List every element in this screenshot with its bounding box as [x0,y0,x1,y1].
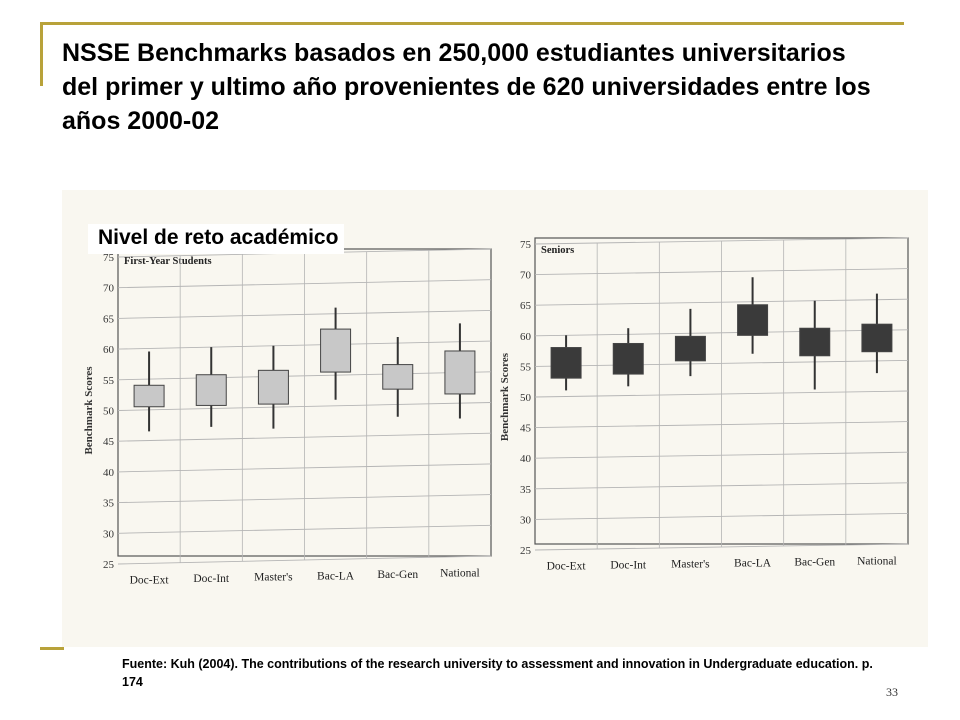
panel-2-box [737,304,769,336]
panel-1-y-tick-label: 25 [103,559,115,571]
panel-1-x-category-label: Doc-Ext [130,574,170,586]
panel-1-y-tick-label: 45 [103,436,115,448]
panel-1-box [133,384,165,408]
panel-1-box [257,369,289,405]
panel-1-x-category-label: Master's [254,572,293,584]
panel-2-box [861,323,893,353]
panel-2-box [612,342,644,375]
panel-2-y-axis-label: Benchmark Scores [499,352,511,441]
panel-2-y-tick-label: 65 [520,300,532,312]
chart-scan-area: 25 30 35 40 45 50 55 60 65 70 75 Benchmark Scores Fi… [62,190,928,647]
panel-1-y-axis-label: Benchmark Scores [83,366,95,455]
panel-1-x-category-label: Bac-LA [317,570,355,582]
panel-1-y-tick-label: 75 [103,252,115,264]
panel-1-box [320,328,352,373]
panel-1-box [195,374,227,406]
panel-2-y-tick-label: 45 [520,423,532,435]
panel-2-x-category-label: Doc-Ext [547,561,587,573]
panel-2-x-category-label: National [857,556,897,568]
panel-2-x-category-label: Doc-Int [610,560,647,572]
panel-2-x-category-label: Bac-Gen [794,557,835,569]
panel-2-y-tick-label: 25 [520,545,532,557]
title-accent-line [40,22,904,25]
panel-1-y-tick-label: 70 [103,283,115,295]
page-number: 33 [886,685,898,699]
panel-2-box [550,347,582,379]
panel-1-box [444,350,476,395]
panel-2-y-tick-label: 60 [520,331,532,343]
panel-2-y-tick-label: 70 [520,270,532,282]
panel-2-title: Seniors [541,245,574,256]
panel-1-y-tick-label: 55 [103,375,115,387]
panel-2-x-category-label: Bac-LA [734,558,772,570]
panel-1-y-tick-label: 35 [103,498,115,510]
panel-1-y-tick-label: 50 [103,406,115,418]
panel-2-x-category-label: Master's [671,559,710,571]
panel-2-y-tick-label: 75 [520,239,532,251]
chart-overlay-label: Nivel de reto académico [88,224,345,254]
panel-2-box [799,327,831,357]
panel-2-y-tick-label: 40 [520,453,532,465]
title-accent-bar [40,22,43,86]
panel-1-y-tick-label: 60 [103,344,115,356]
footer-accent-line [40,647,64,650]
slide-title: NSSE Benchmarks basados en 250,000 estud… [62,39,871,135]
source-citation: Fuente: Kuh (2004). The contributions of… [122,657,873,689]
panel-1-x-category-label: National [440,568,480,580]
panel-2-y-tick-label: 50 [520,392,532,404]
box-plot-figure: 25 30 35 40 45 50 55 60 65 70 75 Benchmark Scores Fi… [83,237,909,586]
panel-2-y-tick-label: 35 [520,484,532,496]
panel-1-x-category-label: Bac-Gen [377,569,418,581]
panel-1-y-tick-label: 65 [103,313,115,325]
panel-1-box [382,364,414,390]
panel-2-y-tick-label: 55 [520,361,532,373]
panel-1-y-tick-label: 30 [103,528,115,540]
panel-2-box [674,335,706,362]
panel-1-x-category-label: Doc-Int [193,573,230,585]
panel-1-y-tick-label: 40 [103,467,115,479]
panel-1-title: First-Year Students [124,256,212,267]
panel-2-y-tick-label: 30 [520,514,532,526]
